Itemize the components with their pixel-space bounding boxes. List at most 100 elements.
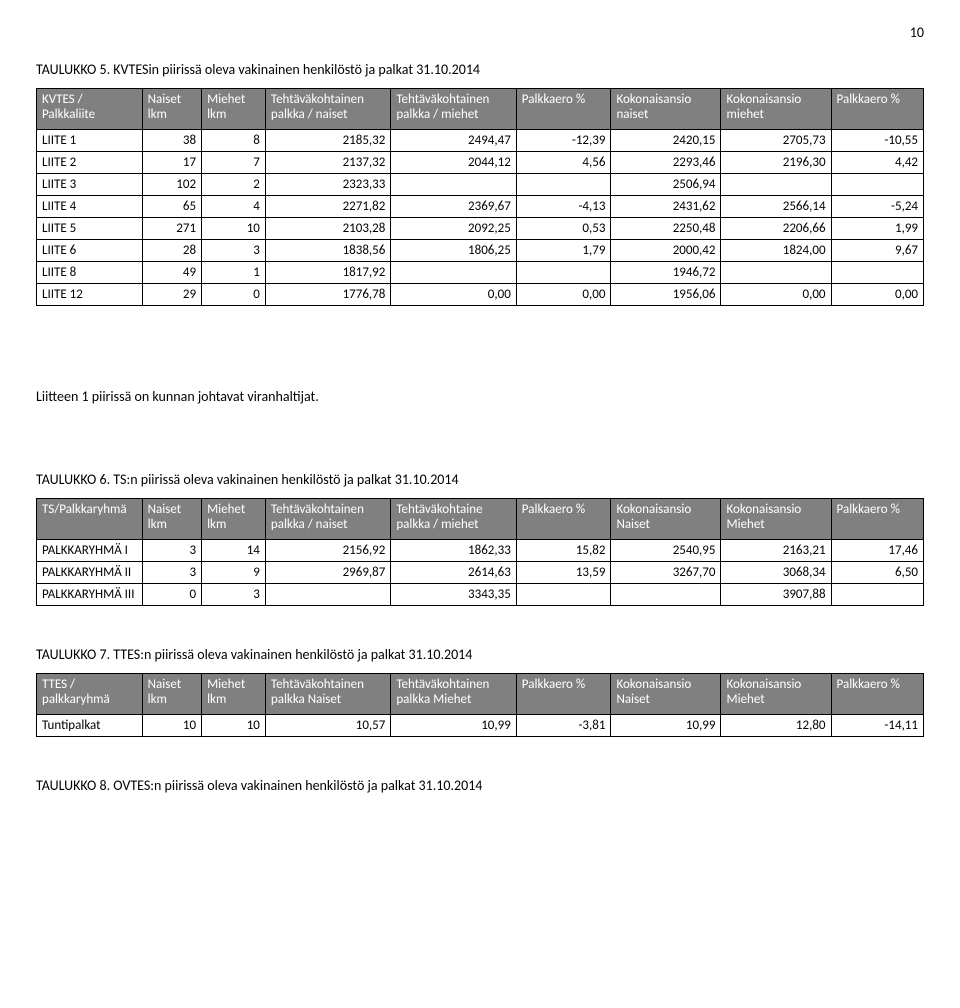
table-cell: 4 [202,196,266,218]
table-cell [516,174,611,196]
col-header: TTES /palkkaryhmä [37,674,143,715]
table-cell: 1956,06 [611,284,721,306]
col-header: Naisetlkm [142,674,201,715]
col-header: KokonaisansioMiehet [721,499,831,540]
table-cell: 0 [142,584,201,606]
table-row: LIITE 46542271,822369,67-4,132431,622566… [37,196,924,218]
table-cell: LIITE 8 [37,262,143,284]
table-cell: 2250,48 [611,218,721,240]
col-header: Kokonaisansiomiehet [721,89,831,130]
table-cell: 1824,00 [721,240,831,262]
col-header: Tehtäväkohtainenpalkka Miehet [391,674,516,715]
table-cell: 29 [142,284,201,306]
table-cell: 2103,28 [265,218,390,240]
col-header: Palkkaero % [831,89,923,130]
table-cell: 2293,46 [611,152,721,174]
col-header: Palkkaero % [831,674,923,715]
table-cell: 15,82 [516,540,611,562]
table-row: LIITE 13882185,322494,47-12,392420,15270… [37,130,924,152]
table-cell: -12,39 [516,130,611,152]
table5: KVTES /Palkkaliite Naisetlkm Miehetlkm T… [36,88,924,306]
table-cell: 0,53 [516,218,611,240]
liite1-note: Liitteen 1 piirissä on kunnan johtavat v… [36,388,924,405]
col-header: TS/Palkkaryhmä [37,499,143,540]
table-cell: 102 [142,174,201,196]
table-cell: LIITE 5 [37,218,143,240]
table-cell: 10 [202,218,266,240]
col-header: Naisetlkm [142,499,201,540]
table-cell: 1838,56 [265,240,390,262]
table-cell: -3,81 [516,715,611,737]
table-cell [831,262,923,284]
table-cell: -5,24 [831,196,923,218]
table-cell [265,584,390,606]
table-cell: 2000,42 [611,240,721,262]
table-cell: 0 [202,284,266,306]
table-cell: 9 [202,562,266,584]
col-header: KokonaisansioNaiset [611,499,721,540]
table-cell: LIITE 1 [37,130,143,152]
col-header: Palkkaero % [831,499,923,540]
table-cell: 2 [202,174,266,196]
table-cell: 2614,63 [391,562,516,584]
table-cell: 14 [202,540,266,562]
page-number: 10 [36,24,924,41]
table-cell: 38 [142,130,201,152]
table6-caption: TAULUKKO 6. TS:n piirissä oleva vakinain… [36,471,924,488]
table-cell: 9,67 [831,240,923,262]
table-row: PALKKARYHMÄ II392969,872614,6313,593267,… [37,562,924,584]
table-cell [721,174,831,196]
table-row: Tuntipalkat101010,5710,99-3,8110,9912,80… [37,715,924,737]
table-cell: 1 [202,262,266,284]
table5-caption: TAULUKKO 5. KVTESin piirissä oleva vakin… [36,61,924,78]
col-header: Miehetlkm [202,499,266,540]
table-cell: 1946,72 [611,262,721,284]
table-cell: 2506,94 [611,174,721,196]
table-cell: 1776,78 [265,284,390,306]
table-cell: 3267,70 [611,562,721,584]
table-cell: 1806,25 [391,240,516,262]
table6-header-row: TS/Palkkaryhmä Naisetlkm Miehetlkm Tehtä… [37,499,924,540]
table-cell: 2044,12 [391,152,516,174]
table-cell: 10,99 [391,715,516,737]
table-cell: 10 [202,715,266,737]
table-cell: 3 [202,240,266,262]
table-cell: 3343,35 [391,584,516,606]
table-cell [516,584,611,606]
col-header: Naisetlkm [142,89,201,130]
col-header: Palkkaero % [516,89,611,130]
table-cell [516,262,611,284]
table-cell: PALKKARYHMÄ III [37,584,143,606]
table-cell: 17 [142,152,201,174]
table7: TTES /palkkaryhmä Naisetlkm Miehetlkm Te… [36,673,924,737]
table-cell: 7 [202,152,266,174]
table-cell: 2969,87 [265,562,390,584]
col-header: KVTES /Palkkaliite [37,89,143,130]
table-cell [831,174,923,196]
table-cell: 10 [142,715,201,737]
table-cell: 6,50 [831,562,923,584]
table-cell: LIITE 2 [37,152,143,174]
table-cell: 2431,62 [611,196,721,218]
table-cell: 2163,21 [721,540,831,562]
table-row: LIITE 62831838,561806,251,792000,421824,… [37,240,924,262]
table-cell: -10,55 [831,130,923,152]
table-cell [831,584,923,606]
table-cell [391,174,516,196]
col-header: KokonaisansioNaiset [611,674,721,715]
table-cell: LIITE 3 [37,174,143,196]
col-header: Tehtäväkohtainenpalkka / miehet [391,89,516,130]
table-cell: 2185,32 [265,130,390,152]
col-header: KokonaisansioMiehet [721,674,831,715]
table-cell: 2137,32 [265,152,390,174]
table-row: LIITE 84911817,921946,72 [37,262,924,284]
col-header: Miehetlkm [202,674,266,715]
table8-caption: TAULUKKO 8. OVTES:n piirissä oleva vakin… [36,777,924,794]
table-cell: 4,42 [831,152,923,174]
col-header: Tehtäväkohtainenpalkka / naiset [265,499,390,540]
col-header: Tehtäväkohtainenpalkka Naiset [265,674,390,715]
table-row: LIITE 21772137,322044,124,562293,462196,… [37,152,924,174]
table-cell: 3 [202,584,266,606]
table-cell: 10,57 [265,715,390,737]
table-cell: 65 [142,196,201,218]
